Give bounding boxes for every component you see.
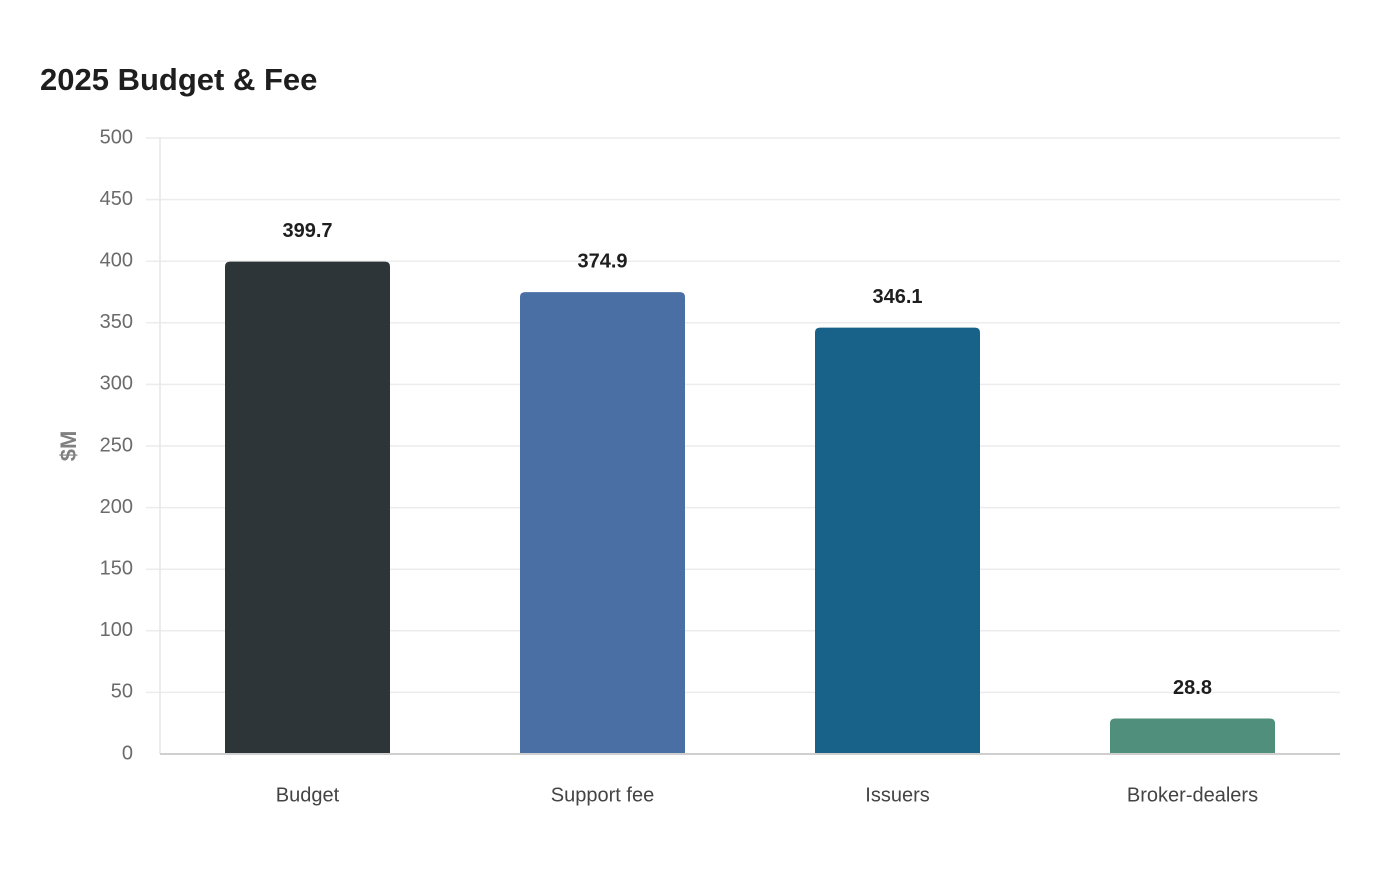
x-tick-label: Support fee — [551, 784, 654, 806]
x-tick-label: Budget — [276, 784, 340, 806]
labels: 0 50 100 150 200 250 300 350 400 450 500 399.7 Budge… — [100, 126, 1258, 806]
data-label: 399.7 — [282, 220, 332, 242]
bar-broker-dealers — [1110, 718, 1275, 754]
data-label: 346.1 — [872, 286, 922, 308]
y-tick-label: 300 — [100, 373, 133, 395]
bars — [225, 261, 1275, 754]
axes — [159, 138, 1340, 755]
y-tick-label: 400 — [100, 249, 133, 271]
y-tick-label: 50 — [111, 681, 133, 703]
data-label: 28.8 — [1173, 677, 1212, 699]
bar-support-fee — [520, 292, 685, 754]
y-axis-title: $M — [56, 431, 81, 462]
x-tick-label: Issuers — [865, 784, 929, 806]
y-tick-label: 450 — [100, 188, 133, 210]
x-tick-label: Broker-dealers — [1127, 784, 1258, 806]
y-tick-label: 150 — [100, 557, 133, 579]
y-tick-label: 0 — [122, 742, 133, 764]
chart-title: 2025 Budget & Fee — [40, 62, 318, 97]
y-tick-label: 350 — [100, 311, 133, 333]
bar-issuers — [815, 327, 980, 754]
y-tick-label: 250 — [100, 434, 133, 456]
y-tick-label: 100 — [100, 619, 133, 641]
data-label: 374.9 — [577, 250, 627, 272]
y-tick-label: 500 — [100, 126, 133, 148]
y-tick-label: 200 — [100, 496, 133, 518]
bar-budget — [225, 261, 390, 754]
